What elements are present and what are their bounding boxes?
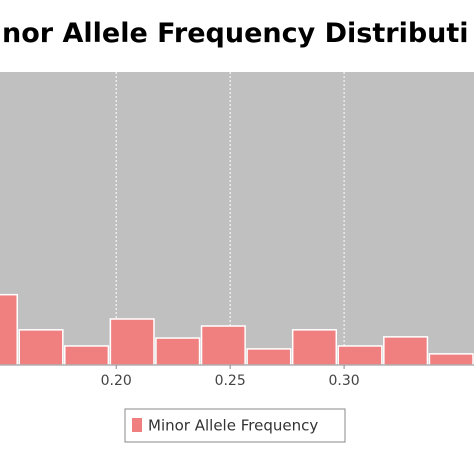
bar [155, 337, 201, 365]
bar [337, 345, 383, 365]
x-tick-label: 0.25 [215, 373, 246, 389]
legend [124, 408, 346, 443]
bar [291, 329, 338, 365]
legend-swatch [132, 418, 142, 432]
plot [0, 72, 474, 365]
x-tick-label: 0.30 [329, 373, 360, 389]
bar [64, 345, 110, 365]
bar [428, 353, 474, 365]
bar [18, 329, 64, 365]
legend-label: Minor Allele Frequency [148, 417, 318, 435]
bar [246, 348, 292, 365]
bar [383, 336, 429, 365]
bar [0, 293, 18, 365]
x-tick-label: 0.20 [101, 373, 132, 389]
chart-title: nor Allele Frequency Distributi [2, 18, 469, 49]
bar [109, 318, 155, 365]
bar [200, 325, 246, 365]
plot-area [0, 72, 474, 365]
